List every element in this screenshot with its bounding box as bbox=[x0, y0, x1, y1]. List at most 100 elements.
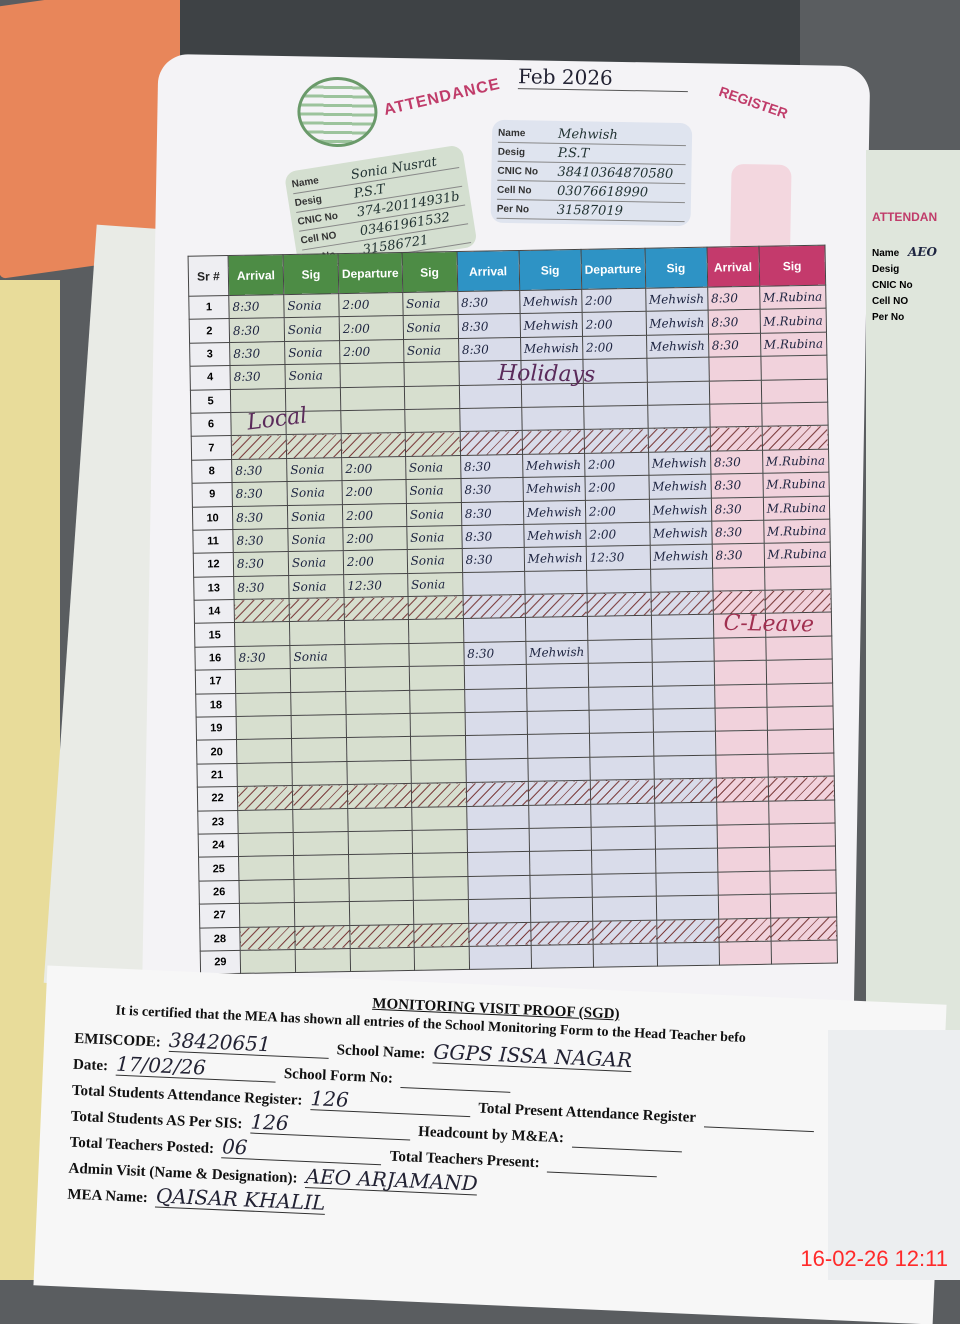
attendance-cell: Sonia bbox=[288, 550, 344, 576]
attendance-cell bbox=[586, 568, 651, 594]
attendance-cell bbox=[717, 870, 770, 896]
card-value: Mehwish bbox=[557, 126, 618, 143]
attendance-cell bbox=[654, 825, 718, 850]
field-label: Date: bbox=[72, 1056, 109, 1075]
attendance-cell bbox=[404, 385, 460, 410]
attendance-cell bbox=[231, 434, 287, 460]
attendance-cell bbox=[413, 922, 469, 948]
attendance-cell bbox=[236, 738, 292, 764]
attendance-cell: Mehwish bbox=[649, 544, 713, 569]
attendance-cell bbox=[524, 570, 587, 595]
sr-cell: 10 bbox=[192, 506, 233, 531]
attendance-cell: Sonia bbox=[402, 314, 459, 340]
attendance-cell: 2:00 bbox=[581, 288, 646, 313]
attendance-cell: Sonia bbox=[284, 340, 340, 365]
attendance-cell: Mehwish bbox=[646, 333, 709, 359]
attendance-cell bbox=[404, 408, 460, 433]
attendance-cell bbox=[344, 619, 409, 645]
attendance-cell bbox=[239, 926, 296, 951]
attendance-cell: 8:30 bbox=[231, 458, 288, 483]
attendance-cell bbox=[652, 708, 716, 733]
sr-cell: 21 bbox=[196, 763, 238, 788]
attendance-cell bbox=[410, 735, 466, 761]
attendance-cell bbox=[650, 567, 713, 593]
attendance-cell: 8:30 bbox=[232, 528, 289, 553]
attendance-cell: M.Rubina bbox=[762, 495, 830, 521]
attendance-cell bbox=[770, 916, 838, 942]
attendance-cell: M.Rubina bbox=[759, 308, 827, 334]
teacher-card-2: Name Mehwish Desig P.S.T CNIC No 384103648705… bbox=[490, 119, 693, 227]
attendance-cell bbox=[583, 428, 649, 454]
card-value: 38410364870580 bbox=[557, 164, 674, 182]
attendance-cell: M.Rubina bbox=[763, 518, 831, 544]
attendance-cell bbox=[765, 659, 833, 684]
attendance-cell bbox=[583, 405, 648, 430]
attendance-cell: Mehwish bbox=[645, 287, 708, 312]
card-label: Name bbox=[498, 127, 526, 139]
attendance-register-page: ATTENDANCE Feb 2026 REGISTER Name Sonia N… bbox=[141, 53, 871, 1027]
attendance-cell bbox=[290, 667, 346, 693]
attendance-cell bbox=[464, 688, 527, 713]
attendance-cell: 8:30 bbox=[461, 547, 525, 573]
attendance-cell bbox=[463, 617, 526, 643]
attendance-cell bbox=[408, 618, 464, 644]
attendance-cell: Mehwish bbox=[648, 450, 711, 476]
attendance-cell: Mehwish bbox=[519, 289, 582, 314]
attendance-cell bbox=[347, 783, 412, 809]
attendance-cell bbox=[590, 779, 655, 804]
attendance-cell: 2:00 bbox=[584, 451, 649, 477]
attendance-cell bbox=[652, 684, 715, 710]
attendance-cell bbox=[413, 899, 469, 924]
attendance-cell: Mehwish bbox=[519, 312, 583, 338]
sr-cell: 27 bbox=[199, 903, 240, 928]
attendance-cell bbox=[293, 831, 349, 856]
attendance-cell bbox=[768, 799, 835, 825]
card-label: Per No bbox=[496, 203, 530, 215]
attendance-cell bbox=[346, 760, 411, 785]
attendance-cell bbox=[348, 853, 413, 879]
sr-cell: 23 bbox=[197, 810, 239, 835]
attendance-cell bbox=[348, 830, 413, 855]
attendance-cell: 8:30 bbox=[457, 290, 520, 315]
attendance-cell: 2:00 bbox=[339, 339, 404, 364]
attendance-cell: Mehwish bbox=[523, 523, 587, 548]
attendance-cell bbox=[467, 875, 531, 900]
attendance-cell bbox=[286, 433, 342, 459]
sr-cell: 17 bbox=[195, 669, 236, 694]
attendance-cell bbox=[770, 939, 838, 965]
attendance-cell: Sonia bbox=[288, 574, 345, 599]
attendance-cell: 8:30 bbox=[234, 645, 291, 670]
right-page-title: ATTENDAN bbox=[872, 210, 938, 224]
attendance-cell: 8:30 bbox=[708, 333, 761, 358]
attendance-cell bbox=[530, 897, 593, 922]
attendance-cell: Sonia bbox=[284, 363, 341, 389]
card-label: Cell No bbox=[497, 184, 532, 196]
sr-cell: 6 bbox=[190, 412, 232, 437]
attendance-cell: 2:00 bbox=[584, 475, 649, 500]
attendance-cell: 8:30 bbox=[233, 551, 289, 577]
attendance-cell bbox=[715, 754, 768, 779]
field-value: QAISAR KHALIL bbox=[155, 1183, 326, 1215]
attendance-cell bbox=[459, 407, 522, 432]
attendance-cell bbox=[413, 946, 470, 971]
attendance-cell: Mehwish bbox=[645, 310, 709, 336]
attendance-cell bbox=[293, 854, 349, 880]
attendance-cell bbox=[528, 803, 591, 829]
sr-cell: 13 bbox=[193, 576, 235, 601]
attendance-cell bbox=[291, 714, 347, 739]
attendance-cell: Sonia bbox=[284, 317, 340, 342]
attendance-cell: Mehwish bbox=[520, 336, 583, 361]
attendance-cell bbox=[459, 384, 522, 409]
sr-cell: 20 bbox=[196, 739, 237, 764]
attendance-cell bbox=[467, 851, 530, 877]
sr-cell: 8 bbox=[191, 459, 233, 484]
attendance-cell bbox=[713, 637, 766, 662]
attendance-cell bbox=[761, 402, 829, 427]
attendance-cell bbox=[344, 643, 409, 668]
right-card-label: Cell NO bbox=[872, 296, 909, 307]
attendance-cell bbox=[656, 942, 720, 967]
right-page-card: Name AEO Desig CNIC No Cell NO Per No bbox=[872, 244, 960, 326]
attendance-cell bbox=[410, 782, 467, 808]
attendance-cell: Sonia bbox=[403, 338, 459, 363]
attendance-cell: M.Rubina bbox=[763, 542, 831, 567]
